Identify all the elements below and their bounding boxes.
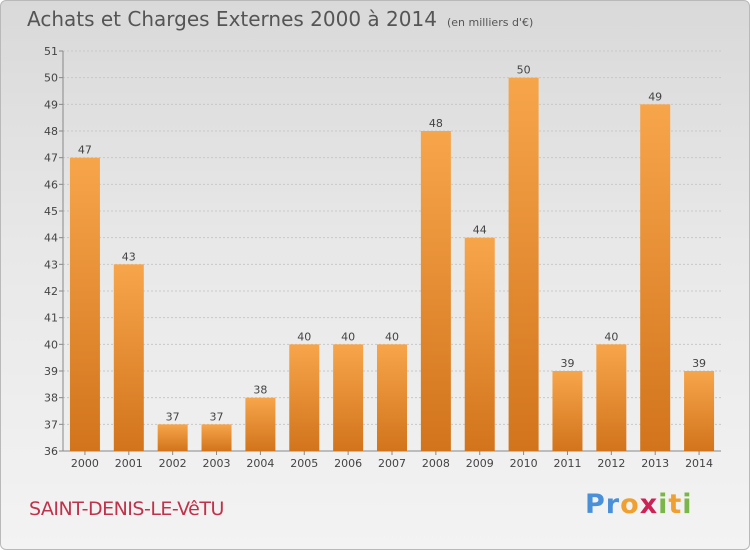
data-label-2012: 40 bbox=[604, 330, 618, 343]
y-tick-label: 43 bbox=[44, 258, 58, 271]
bar-2000 bbox=[69, 157, 100, 451]
bar-2014 bbox=[684, 371, 715, 451]
bars bbox=[69, 77, 715, 452]
bar-2007 bbox=[377, 344, 407, 451]
x-tick-label-2000: 2000 bbox=[71, 457, 99, 470]
bar-2010 bbox=[508, 77, 539, 452]
proxiti-logo: Proxiti bbox=[585, 489, 693, 520]
y-tick-label: 40 bbox=[44, 338, 58, 351]
data-label-2014: 39 bbox=[692, 357, 706, 370]
bar-2003 bbox=[201, 424, 232, 451]
y-tick-label: 45 bbox=[44, 205, 58, 218]
bar-2006 bbox=[333, 344, 364, 451]
y-tick-label: 46 bbox=[44, 178, 58, 191]
bar-2008 bbox=[420, 131, 451, 451]
data-label-2011: 39 bbox=[560, 357, 574, 370]
y-tick-label: 47 bbox=[44, 152, 58, 165]
bar-2011 bbox=[552, 371, 583, 451]
chart-title: Achats et Charges Externes 2000 à 2014 (e… bbox=[27, 7, 533, 31]
data-label-2008: 48 bbox=[429, 117, 443, 130]
x-tick-label-2005: 2005 bbox=[290, 457, 318, 470]
x-tick-label-2008: 2008 bbox=[422, 457, 450, 470]
bar-2005 bbox=[289, 344, 320, 451]
x-tick-label-2009: 2009 bbox=[466, 457, 494, 470]
y-tick-label: 41 bbox=[44, 312, 58, 325]
y-tick-label: 39 bbox=[44, 365, 58, 378]
logo-letter: P bbox=[585, 489, 606, 520]
labels: 36 37 38 39 40 41 42 43 44 45 46 47 48 49 50 51 47 2000 43… bbox=[44, 45, 713, 470]
x-tick-label-2010: 2010 bbox=[510, 457, 538, 470]
bar-2009 bbox=[464, 237, 495, 451]
y-tick-label: 36 bbox=[44, 445, 58, 458]
data-label-2013: 49 bbox=[648, 90, 662, 103]
logo-letter: i bbox=[658, 489, 669, 520]
data-label-2005: 40 bbox=[297, 330, 311, 343]
y-tick-label: 37 bbox=[44, 418, 58, 431]
place-name: SAINT-DENIS-LE-VêTU bbox=[29, 498, 224, 520]
bar-2012 bbox=[596, 344, 627, 451]
x-tick-label-2011: 2011 bbox=[553, 457, 581, 470]
y-tick-label: 51 bbox=[44, 45, 58, 58]
x-tick-label-2002: 2002 bbox=[159, 457, 187, 470]
chart-title-text: Achats et Charges Externes 2000 à 2014 bbox=[27, 7, 437, 31]
bar-2013 bbox=[640, 104, 671, 451]
bar-2001 bbox=[113, 264, 144, 451]
bar-2004 bbox=[245, 397, 276, 451]
logo-letter: t bbox=[668, 489, 683, 520]
logo-letter: i bbox=[682, 489, 693, 520]
y-tick-label: 50 bbox=[44, 72, 58, 85]
data-label-2002: 37 bbox=[166, 410, 180, 423]
logo-letter: o bbox=[620, 489, 640, 520]
y-tick-label: 48 bbox=[44, 125, 58, 138]
y-tick-label: 42 bbox=[44, 285, 58, 298]
x-tick-label-2003: 2003 bbox=[203, 457, 231, 470]
y-tick-label: 44 bbox=[44, 232, 58, 245]
x-tick-label-2004: 2004 bbox=[246, 457, 274, 470]
x-tick-label-2007: 2007 bbox=[378, 457, 406, 470]
y-tick-label: 38 bbox=[44, 392, 58, 405]
data-label-2010: 50 bbox=[517, 64, 531, 77]
x-tick-label-2013: 2013 bbox=[641, 457, 669, 470]
data-label-2007: 40 bbox=[385, 330, 399, 343]
data-label-2009: 44 bbox=[473, 224, 487, 237]
x-tick-label-2014: 2014 bbox=[685, 457, 713, 470]
bar-2002 bbox=[157, 424, 188, 451]
logo-letter: r bbox=[605, 489, 621, 520]
data-label-2004: 38 bbox=[253, 384, 267, 397]
data-label-2001: 43 bbox=[122, 250, 136, 263]
data-label-2003: 37 bbox=[210, 410, 224, 423]
logo-letter: x bbox=[639, 489, 659, 520]
x-tick-label-2001: 2001 bbox=[115, 457, 143, 470]
data-label-2000: 47 bbox=[78, 144, 92, 157]
y-tick-label: 49 bbox=[44, 98, 58, 111]
data-label-2006: 40 bbox=[341, 330, 355, 343]
x-tick-label-2006: 2006 bbox=[334, 457, 362, 470]
chart-subtitle: (en milliers d'€) bbox=[446, 16, 534, 29]
x-tick-label-2012: 2012 bbox=[597, 457, 625, 470]
